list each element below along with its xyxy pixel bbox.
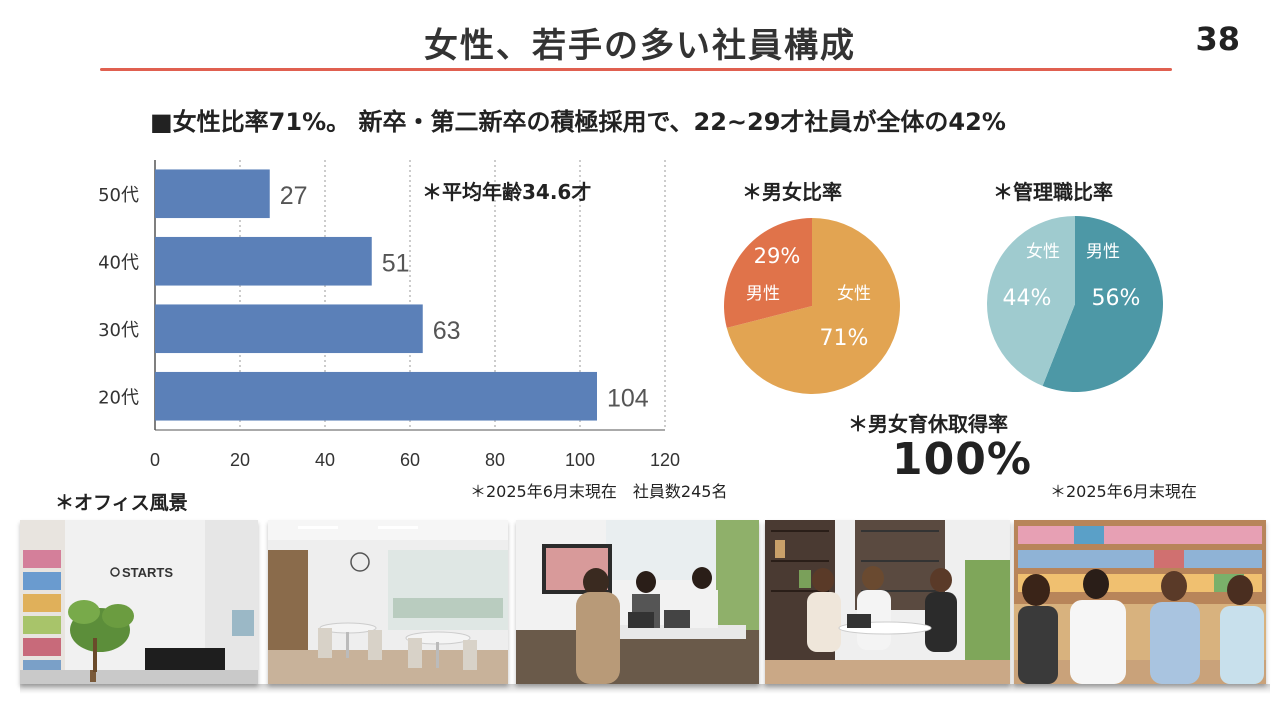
pie-slice-label: 女性	[837, 284, 871, 304]
pie-slice-label: 男性	[1086, 242, 1120, 262]
y-category-label: 20代	[98, 387, 139, 408]
bar-value-label: 51	[382, 249, 410, 277]
gender-ratio-pie: 29% 男性 女性 71%	[724, 218, 900, 394]
age-chart-note: ＊2025年6月末現在 社員数245名	[470, 482, 728, 501]
pie-percent-label: 71%	[820, 326, 869, 351]
bar	[155, 236, 372, 286]
headline: ■女性比率71%。 新卒・第二新卒の積極採用で、22~29才社員が全体の42%	[150, 108, 1006, 136]
y-category-label: 40代	[98, 252, 139, 273]
pie-slice	[1042, 216, 1163, 392]
pie-slice	[724, 218, 812, 328]
x-tick-label: 20	[230, 450, 250, 470]
bar-value-label: 104	[607, 384, 649, 412]
x-tick-label: 80	[485, 450, 505, 470]
parental-leave-value: 100%	[892, 434, 1032, 485]
pie-percent-label: 29%	[754, 244, 801, 268]
pie-slice-label: 女性	[1026, 242, 1060, 262]
page-number: 38	[1195, 20, 1240, 58]
pie-percent-label: 44%	[1003, 286, 1052, 311]
x-tick-label: 60	[400, 450, 420, 470]
y-category-label: 50代	[98, 185, 139, 206]
bar-value-label: 63	[433, 317, 461, 345]
pie-slice	[726, 218, 900, 394]
office-sign-text: STARTS	[122, 565, 173, 580]
bar	[155, 169, 270, 219]
office-photo-lounge	[268, 520, 508, 684]
bar	[155, 304, 423, 354]
x-tick-label: 0	[150, 450, 160, 470]
office-photo-meeting	[516, 520, 759, 684]
x-tick-label: 120	[650, 450, 680, 470]
office-photo-bookshelf	[1014, 520, 1266, 684]
x-tick-label: 40	[315, 450, 335, 470]
office-photo-reception: STARTS	[20, 520, 258, 684]
age-bar-chart: 0 20 40 60 80 100 120 50代 27 40代 51 30代 63 20代 104	[98, 160, 680, 470]
pie-slice-label: 男性	[746, 284, 780, 304]
x-tick-label: 100	[565, 450, 595, 470]
title-underline	[100, 68, 1172, 71]
average-age-annotation: ＊平均年齢34.6才	[422, 180, 592, 204]
office-label: ＊オフィス風景	[55, 492, 188, 514]
pie-percent-label: 56%	[1092, 286, 1141, 311]
gender-ratio-title: ＊男女比率	[742, 180, 842, 204]
office-photo-library	[765, 520, 1010, 684]
bar	[155, 371, 597, 421]
photo-strip-shadow	[20, 684, 1270, 694]
parental-leave-note: ＊2025年6月末現在	[1050, 482, 1197, 501]
y-category-label: 30代	[98, 320, 139, 341]
bar-value-label: 27	[280, 182, 308, 210]
pie-slice	[986, 216, 1075, 386]
page-title: 女性、若手の多い社員構成	[424, 26, 856, 66]
manager-ratio-title: ＊管理職比率	[993, 180, 1113, 204]
parental-leave-label: ＊男女育休取得率	[848, 412, 1008, 436]
manager-ratio-pie: 女性 男性 44% 56%	[986, 216, 1163, 392]
